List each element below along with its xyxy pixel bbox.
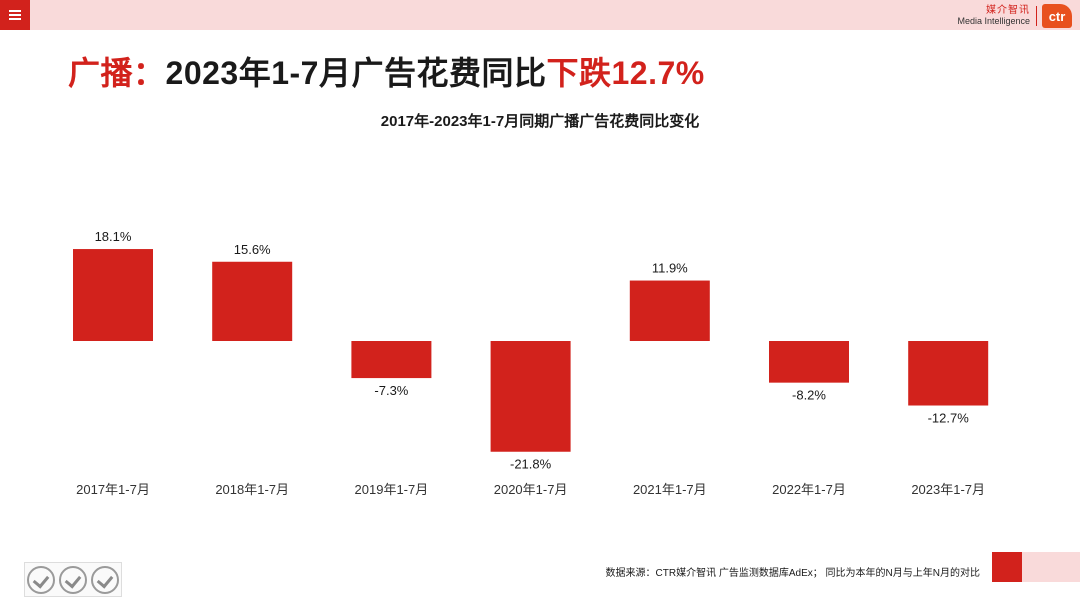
data-label-1: 18.1% xyxy=(95,229,132,244)
bar-2 xyxy=(212,261,293,341)
category-label-2: 2018年1-7月 xyxy=(215,482,289,497)
data-label-3: -7.3% xyxy=(374,383,408,398)
data-label-5: 11.9% xyxy=(652,261,688,276)
category-label-1: 2017年1-7月 xyxy=(76,482,150,497)
menu-button[interactable] xyxy=(0,0,30,30)
menu-icon xyxy=(9,10,21,20)
brand-en: Media Intelligence xyxy=(957,16,1030,26)
category-label-4: 2020年1-7月 xyxy=(494,482,568,497)
brand-text: 媒介智讯 Media Intelligence xyxy=(957,5,1030,27)
category-label-3: 2019年1-7月 xyxy=(355,482,429,497)
bar-6 xyxy=(769,341,849,383)
footer-red-block xyxy=(992,552,1022,582)
brand-separator xyxy=(1036,6,1037,26)
bar-4 xyxy=(490,341,571,452)
chart-title: 2017年-2023年1-7月同期广播广告花费同比变化 xyxy=(380,113,700,130)
bar-5 xyxy=(629,280,710,341)
title-part-1: 广播： xyxy=(68,55,166,91)
data-label-7: -12.7% xyxy=(928,411,970,426)
data-label-4: -21.8% xyxy=(510,457,552,472)
title-part-2: 2023年1-7月广告花费同比 xyxy=(165,55,547,91)
sgs-badge-icon xyxy=(59,565,87,594)
bar-1 xyxy=(73,249,153,341)
source-note: 数据来源：CTR媒介智讯 广告监测数据库AdEx； 同比为本年的N月与上年N月的… xyxy=(605,568,980,579)
category-label-7: 2023年1-7月 xyxy=(911,482,985,497)
title-part-3: 下跌12.7% xyxy=(546,55,705,91)
top-bar: 媒介智讯 Media Intelligence ctr xyxy=(0,0,1080,30)
ctr-logo: ctr xyxy=(1042,4,1072,28)
data-label-6: -8.2% xyxy=(792,388,826,403)
sgs-certification xyxy=(24,562,122,597)
sgs-badge-icon xyxy=(27,565,55,594)
category-label-5: 2021年1-7月 xyxy=(633,482,707,497)
sgs-badge-icon xyxy=(91,565,119,594)
page-title: 广播：2023年1-7月广告花费同比下跌12.7% xyxy=(68,48,705,94)
brand-cn: 媒介智讯 xyxy=(986,5,1030,16)
bar-7 xyxy=(908,341,989,406)
brand: 媒介智讯 Media Intelligence ctr xyxy=(957,3,1072,29)
bar-3 xyxy=(351,341,432,379)
data-label-2: 15.6% xyxy=(234,242,271,257)
footer-pink-block xyxy=(1022,552,1080,582)
category-label-6: 2022年1-7月 xyxy=(772,482,846,497)
